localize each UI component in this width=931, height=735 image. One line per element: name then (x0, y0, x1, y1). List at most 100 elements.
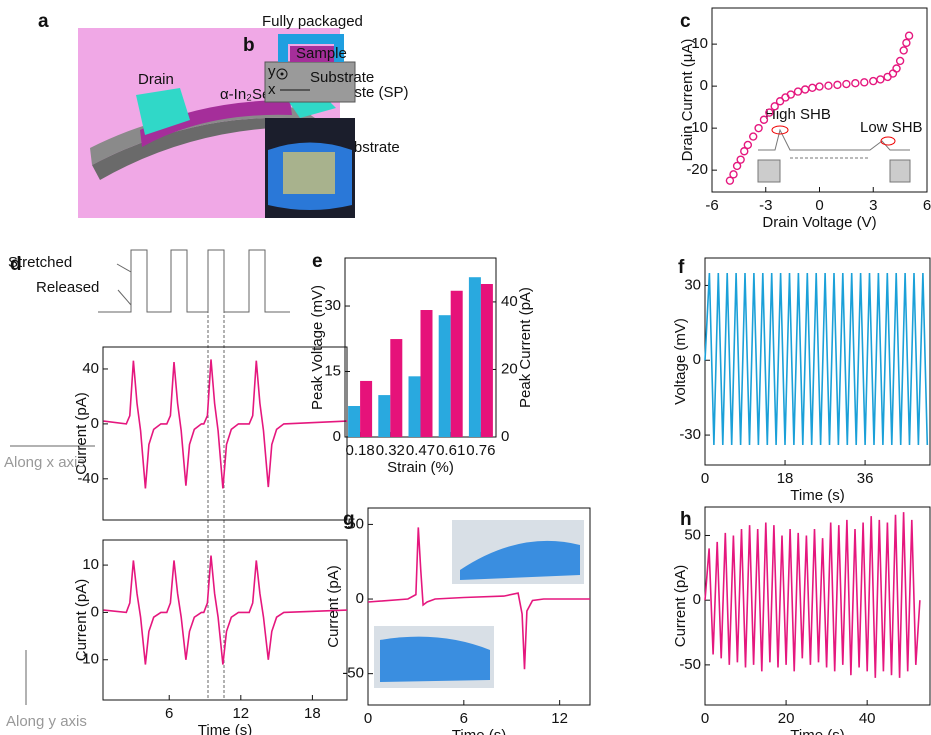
bar (378, 395, 390, 437)
x-tick-label: 36 (857, 470, 874, 487)
x-tick-label: 40 (859, 710, 876, 727)
y-tick-label: 30 (684, 276, 701, 293)
x-tick-label: -3 (759, 197, 772, 214)
y-tick-label: 0 (333, 428, 341, 445)
x-tick-label: 0 (701, 470, 709, 487)
y-tick-label: 10 (82, 556, 99, 573)
data-line (104, 556, 347, 665)
bar (390, 339, 402, 437)
x-tick-label: -6 (705, 197, 718, 214)
panel-label: d (10, 254, 22, 275)
x-tick-label: 18 (304, 705, 321, 722)
x-tick-label: 18 (777, 470, 794, 487)
y-tick-label: 30 (324, 297, 341, 314)
y-tick-label: -30 (679, 426, 701, 443)
data-point (861, 79, 868, 86)
data-point (737, 156, 744, 163)
y-axis-label: Current (pA) (672, 565, 689, 648)
label: Released (36, 279, 99, 296)
x-tick-label: 20 (778, 710, 795, 727)
label: x (268, 81, 276, 98)
y-axis-label: Voltage (mV) (672, 318, 689, 405)
label: y (268, 63, 276, 80)
data-line (705, 512, 920, 678)
y-axis-label: Current (pA) (73, 579, 90, 662)
package-left (278, 34, 288, 62)
y2-tick-label: 40 (501, 293, 518, 310)
y-tick-label: 0 (700, 77, 708, 94)
y-tick-label: 0 (91, 415, 99, 432)
y-tick-label: -50 (342, 665, 364, 682)
x-tick-label: 0 (815, 197, 823, 214)
data-point (730, 171, 737, 178)
y-tick-label: 15 (324, 362, 341, 379)
data-point (744, 141, 751, 148)
x-axis-label: Time (s) (452, 727, 506, 735)
data-point (852, 80, 859, 87)
data-point (900, 47, 907, 54)
y-tick-label: 0 (91, 603, 99, 620)
device-film (283, 152, 335, 194)
x-axis-label: Time (s) (790, 727, 844, 735)
bar (409, 376, 421, 437)
y2-tick-label: 20 (501, 360, 518, 377)
annotation: High SHB (765, 106, 831, 123)
bar (360, 381, 372, 437)
x-tick-label: 0 (701, 710, 709, 727)
data-point (809, 84, 816, 91)
y2-tick-label: 0 (501, 428, 509, 445)
x-tick-label: 12 (551, 710, 568, 727)
y-tick-label: 40 (82, 360, 99, 377)
panel-label: e (312, 251, 323, 272)
x-tick-label: 12 (232, 705, 249, 722)
panel-label: f (678, 257, 685, 278)
data-point (893, 65, 900, 72)
bar (451, 291, 463, 437)
y-axis-label: Current (pA) (325, 565, 342, 648)
axis-note: Along y axis (6, 713, 87, 730)
bar (439, 315, 451, 437)
x-axis-label: Drain Voltage (V) (762, 214, 876, 231)
panel-label: a (38, 11, 49, 32)
x-tick-label: 6 (923, 197, 931, 214)
data-point (903, 39, 910, 46)
x-tick-label: 0.32 (376, 442, 405, 459)
package-top (282, 34, 340, 44)
x-axis-label: Time (s) (790, 487, 844, 504)
y-tick-label: 0 (693, 591, 701, 608)
data-point (877, 76, 884, 83)
figure: Drain α-In₂Se₃ Silver paste (SP) PET sub… (0, 0, 931, 735)
y-tick-label: 50 (347, 515, 364, 532)
x-tick-label: 0 (364, 710, 372, 727)
plot-frame (103, 540, 347, 700)
data-point (750, 133, 757, 140)
panel-label: c (680, 11, 691, 32)
bar (348, 406, 360, 437)
data-line (705, 273, 927, 445)
label: Substrate (310, 69, 374, 86)
x-tick-label: 3 (869, 197, 877, 214)
bar (481, 284, 493, 437)
data-point (834, 81, 841, 88)
y-axis-label: Peak Voltage (mV) (309, 285, 326, 410)
y-tick-label: 0 (356, 590, 364, 607)
annotation: Low SHB (860, 119, 923, 136)
y-axis-label: Current (pA) (73, 392, 90, 475)
data-point (795, 88, 802, 95)
data-point (906, 32, 913, 39)
x-tick-label: 0.47 (406, 442, 435, 459)
y2-axis-label: Peak Current (pA) (517, 287, 534, 408)
data-point (897, 57, 904, 64)
x-tick-label: 0.76 (466, 442, 495, 459)
x-tick-label: 0.61 (436, 442, 465, 459)
data-point (825, 82, 832, 89)
data-point (802, 86, 809, 93)
bar (469, 277, 481, 437)
label: Sample (296, 45, 347, 62)
panel-label: b (243, 35, 255, 56)
bar (421, 310, 433, 437)
data-point (870, 78, 877, 85)
x-tick-label: 0.18 (345, 442, 374, 459)
y-tick-label: -50 (679, 656, 701, 673)
strain-waveform (10, 250, 290, 705)
